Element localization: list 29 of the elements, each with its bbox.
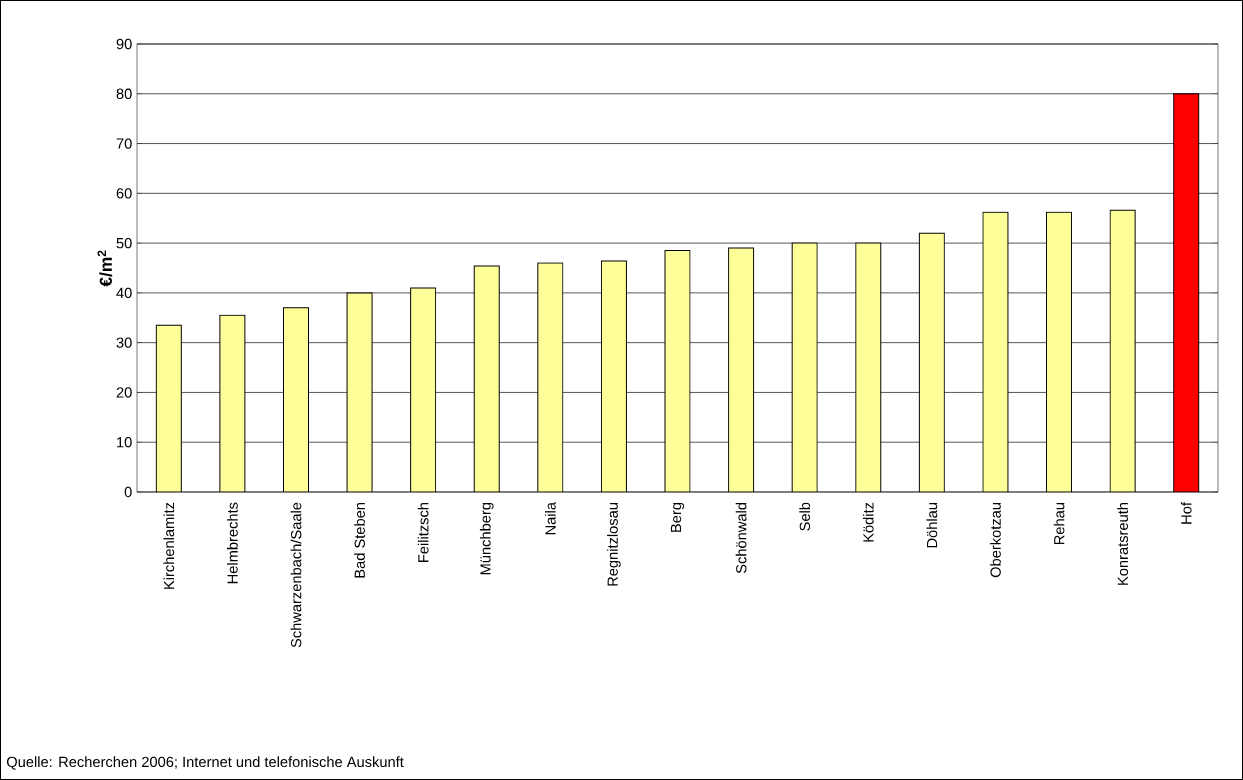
x-tick-label: Konratsreuth [1117, 503, 1129, 585]
y-tick-label: 10 [117, 437, 132, 448]
y-axis-title: €/m$^{2}$ [97, 250, 113, 287]
x-tick-label: Helmbrechts [227, 502, 238, 584]
y-tick-label: 90 [116, 38, 132, 50]
x-tick-label: Kirchenlamitz [163, 502, 175, 589]
y-tick-label: 60 [116, 188, 132, 199]
x-tick-label: Regnitzlosau [607, 503, 621, 586]
x-tick-label: Köditz [862, 502, 874, 542]
source-note: Quelle: Recherchen 2006; Internet und telefonische Auskunft [6, 756, 404, 770]
x-tick-label: Feilitzsch [417, 503, 429, 562]
y-tick-label: 30 [116, 337, 132, 348]
x-tick-label: Berg [670, 502, 685, 532]
x-tick-label: Schwarzenbach/Saale [290, 502, 302, 648]
y-tick-label: 40 [116, 287, 132, 299]
x-tick-label: Oberkotzau [990, 503, 1001, 578]
x-tick-label: Rehau [1053, 503, 1065, 545]
y-tick-label: 70 [116, 138, 132, 149]
y-tick-label: 50 [116, 237, 132, 249]
y-tick-label: 80 [116, 88, 132, 99]
x-tick-label: Naila [544, 502, 556, 535]
y-tick-label: 0 [124, 486, 132, 498]
x-tick-label: Münchberg [479, 502, 494, 575]
x-tick-label: Schönwald [735, 502, 747, 574]
x-tick-label: Hof [1180, 502, 1192, 524]
x-tick-label: Döhlau [926, 503, 938, 548]
x-tick-label: Selb [799, 502, 811, 531]
x-tick-label: Bad Steben [354, 503, 365, 578]
y-tick-label: 20 [116, 387, 132, 398]
